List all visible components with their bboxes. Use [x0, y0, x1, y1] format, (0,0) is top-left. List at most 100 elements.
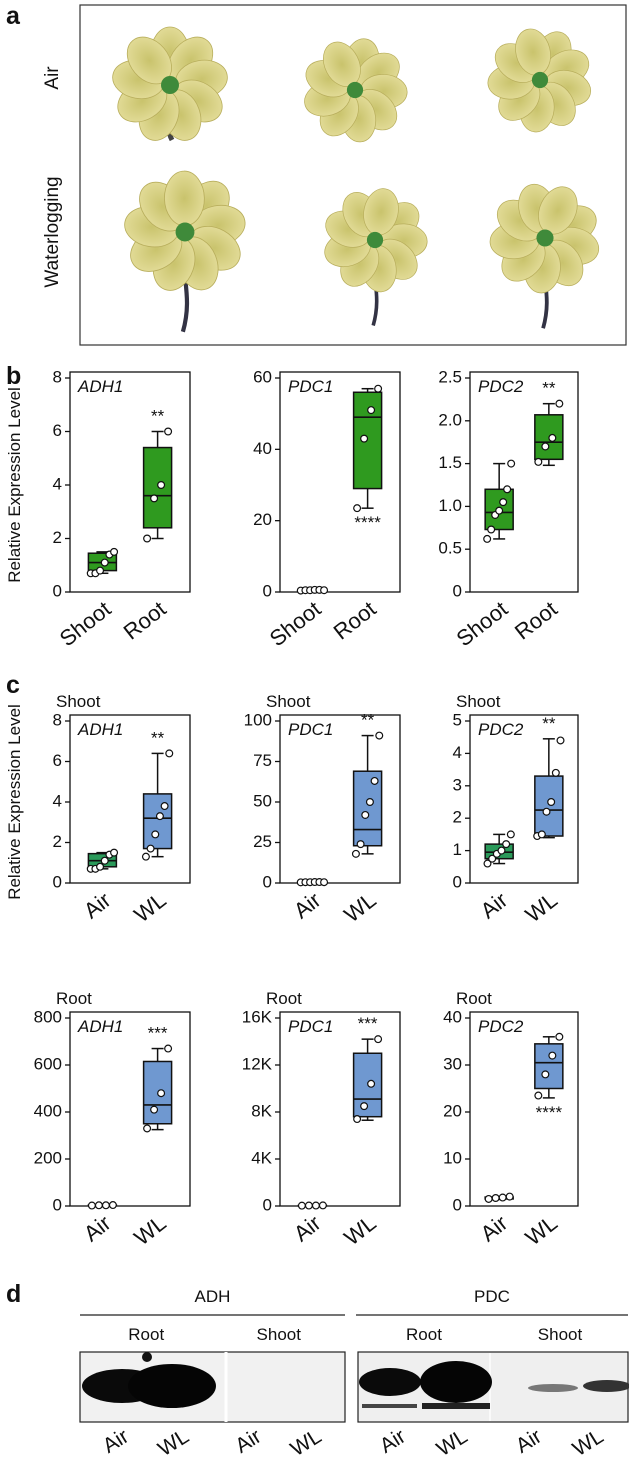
box [534, 775, 564, 837]
data-point [353, 1115, 362, 1124]
protein-label: ADH [195, 1287, 231, 1306]
data-point [484, 1194, 493, 1203]
y-tick-label: 4 [453, 743, 462, 762]
gene-name: PDC1 [288, 720, 333, 739]
charts: 0 2 4 6 8 ADH1 Relative Expression Level Shoot *… [5, 367, 579, 1250]
lane-label: Air [99, 1425, 133, 1458]
significance: ** [542, 714, 556, 733]
data-point [488, 854, 497, 863]
y-tick-label: 2 [53, 832, 62, 851]
blot-frame [357, 1351, 629, 1423]
plot-frame [469, 714, 579, 884]
data-point [87, 1201, 96, 1210]
x-tick-label: WL [521, 1210, 562, 1250]
data-point [143, 1124, 152, 1133]
data-point [365, 797, 374, 806]
y-axis-label: Relative Expression Level [5, 704, 24, 900]
gene-name: ADH1 [77, 377, 123, 396]
data-point [151, 830, 160, 839]
data-point [150, 1105, 159, 1114]
box-chart: 0 2 4 6 8 ADH1 Shoot Relative Expression Level A… [5, 692, 191, 927]
y-tick-label: 1.5 [438, 453, 462, 472]
y-tick-label: 0 [263, 581, 272, 600]
data-point [367, 1079, 376, 1088]
data-point [506, 830, 515, 839]
data-point [483, 859, 492, 868]
y-tick-label: 40 [443, 1007, 462, 1026]
y-tick-label: 5 [453, 710, 462, 729]
box [142, 793, 173, 850]
data-point [375, 731, 384, 740]
box-chart: 0 1 2 3 4 5 PDC2 Shoot Air ** WL [453, 692, 579, 927]
tissue-label: Shoot [56, 692, 101, 711]
gene-name: PDC2 [478, 720, 524, 739]
band [359, 1368, 421, 1396]
y-tick-label: 25 [253, 832, 272, 851]
plot-frame [69, 714, 191, 884]
tissue-label: Root [56, 989, 92, 1008]
y-tick-label: 1 [453, 840, 462, 859]
data-point [503, 485, 512, 494]
gene-name: PDC1 [288, 1017, 333, 1036]
data-point [108, 1201, 117, 1210]
data-point [160, 802, 169, 811]
x-tick-label: Shoot [55, 596, 116, 651]
data-point [165, 749, 174, 758]
y-tick-label: 4 [53, 474, 62, 493]
y-tick-label: 800 [34, 1007, 62, 1026]
data-point [311, 1201, 320, 1210]
blot-spot [142, 1352, 152, 1362]
x-tick-label: Air [79, 1210, 116, 1246]
box-chart: 0 25 50 75 100 PDC1 Shoot Air ** WL [244, 692, 401, 927]
y-tick-label: 0 [453, 1195, 462, 1214]
band [422, 1403, 490, 1409]
plot-frame [469, 1011, 579, 1207]
data-point [351, 849, 360, 858]
tissue-label: Shoot [266, 692, 311, 711]
y-tick-label: 1.0 [438, 496, 462, 515]
data-point [537, 830, 546, 839]
gene-name: ADH1 [77, 1017, 123, 1036]
x-tick-label: Air [289, 1210, 326, 1246]
data-point [555, 1032, 564, 1041]
y-tick-label: 2.0 [438, 410, 462, 429]
band [128, 1364, 216, 1408]
row-label: Air [42, 66, 63, 90]
y-tick-label: 600 [34, 1054, 62, 1073]
data-point [164, 1044, 173, 1053]
data-point [541, 1070, 550, 1079]
significance: ** [542, 379, 556, 398]
x-tick-label: Air [289, 887, 326, 923]
data-point [507, 459, 516, 468]
y-tick-label: 20 [443, 1101, 462, 1120]
y-tick-label: 60 [253, 367, 272, 386]
data-point [141, 852, 150, 861]
lane-label: WL [569, 1425, 608, 1461]
y-tick-label: 400 [34, 1101, 62, 1120]
x-tick-label: Air [79, 887, 116, 923]
tissue-label: Root [406, 1325, 442, 1344]
lane-label: Air [512, 1425, 546, 1458]
data-point [101, 1201, 110, 1210]
plot-frame [279, 1011, 401, 1207]
data-point [353, 504, 362, 513]
y-tick-label: 0 [453, 581, 462, 600]
center [536, 229, 554, 247]
panel-label: a [6, 2, 21, 30]
data-point [297, 1201, 306, 1210]
leaf [164, 170, 205, 227]
plot-frame [469, 371, 579, 593]
y-tick-label: 3 [453, 775, 462, 794]
significance: *** [358, 1014, 378, 1033]
data-point [318, 1201, 327, 1210]
data-point [320, 878, 329, 887]
data-point [110, 848, 119, 857]
rosette [487, 28, 592, 133]
x-tick-label: WL [339, 887, 380, 927]
x-tick-label: WL [129, 887, 170, 927]
data-point [155, 812, 164, 821]
lane-label: WL [433, 1425, 472, 1461]
data-point [367, 406, 376, 415]
data-point [491, 1194, 500, 1203]
